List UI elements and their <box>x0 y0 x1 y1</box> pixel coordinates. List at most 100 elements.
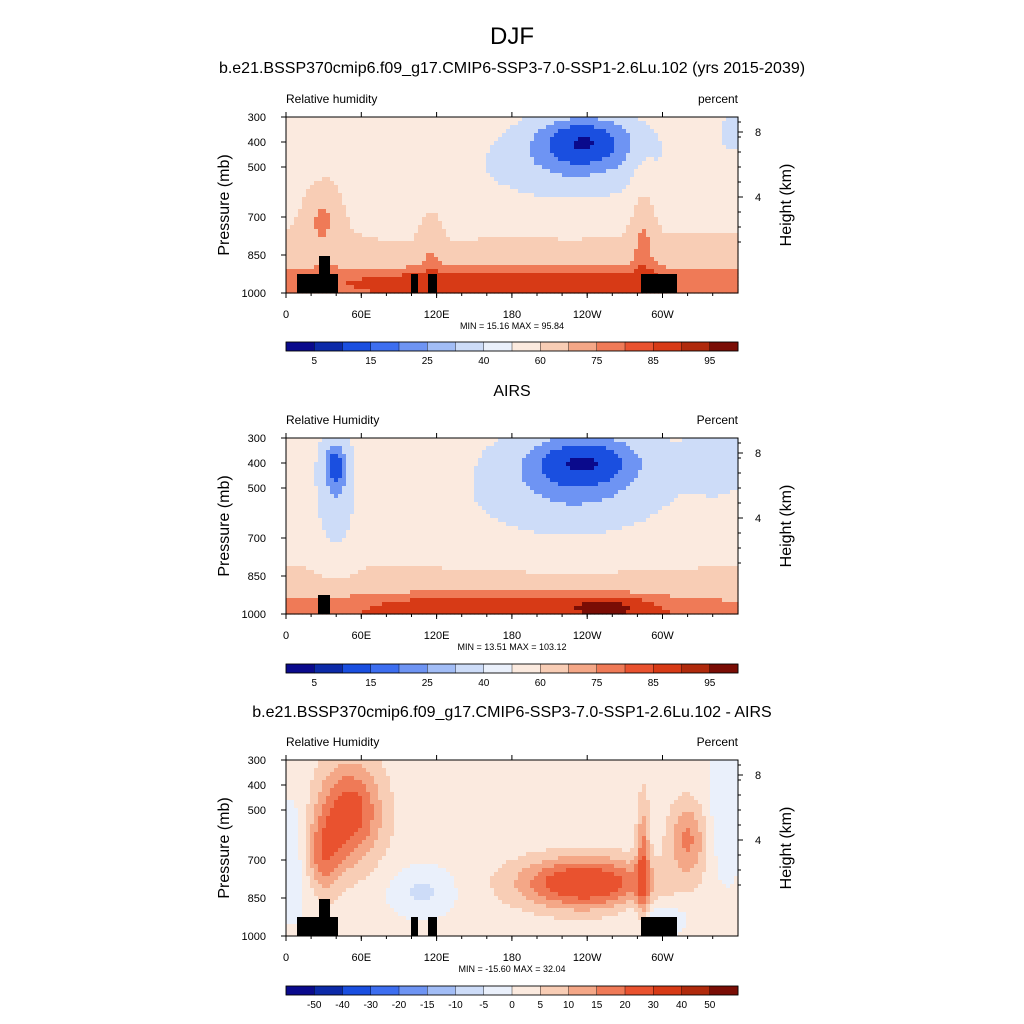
colorbar-swatch <box>483 663 513 674</box>
colorbar-swatch <box>653 341 682 352</box>
colorbar-label: 5 <box>537 1000 543 1011</box>
colorbar-label: 85 <box>648 356 660 367</box>
y-tick-label: 300 <box>248 755 266 767</box>
y-tick-label: 500 <box>248 483 266 495</box>
panel-title: b.e21.BSSP370cmip6.f09_g17.CMIP6-SSP3-7.… <box>252 704 771 721</box>
colorbar-swatch <box>540 985 569 996</box>
contour-field <box>286 117 739 294</box>
topography-mask <box>297 899 677 936</box>
x-tick-label: 180 <box>503 952 521 964</box>
variable-label: Relative Humidity <box>286 735 379 749</box>
colorbar-swatch <box>342 985 372 996</box>
colorbar-swatch <box>483 341 513 352</box>
y-axis-right-label: Height (km) <box>778 164 795 247</box>
colorbar-swatch <box>427 985 456 996</box>
colorbar-swatch <box>370 663 400 674</box>
topography-mask <box>297 256 677 293</box>
y-right-tick-label: 8 <box>755 448 761 460</box>
y-axis-label: Pressure (mb) <box>216 475 233 576</box>
colorbar-swatch <box>398 985 428 996</box>
topography-mask <box>318 595 330 614</box>
min-max-stats: MIN = -15.60 MAX = 32.04 <box>458 964 565 974</box>
x-tick-label: 0 <box>283 309 289 321</box>
colorbar-label: 95 <box>704 678 716 689</box>
colorbar-swatch <box>596 985 626 996</box>
contour-panel-3: b.e21.BSSP370cmip6.f09_g17.CMIP6-SSP3-7.… <box>216 704 795 1011</box>
colorbar-label: 5 <box>311 356 317 367</box>
y-tick-label: 700 <box>248 855 266 867</box>
x-tick-label: 60W <box>651 630 674 642</box>
contour-panel-1: b.e21.BSSP370cmip6.f09_g17.CMIP6-SSP3-7.… <box>216 60 805 367</box>
colorbar-label: 40 <box>478 356 490 367</box>
colorbar-label: -5 <box>479 1000 488 1011</box>
y-tick-label: 850 <box>248 571 266 583</box>
colorbar-swatch <box>681 341 711 352</box>
panel-title: b.e21.BSSP370cmip6.f09_g17.CMIP6-SSP3-7.… <box>219 60 805 77</box>
colorbar-swatch <box>398 663 428 674</box>
min-max-stats: MIN = 13.51 MAX = 103.12 <box>457 642 566 652</box>
colorbar-swatch <box>568 341 598 352</box>
colorbar-swatch <box>709 341 739 352</box>
y-tick-label: 1000 <box>242 609 266 621</box>
y-tick-label: 700 <box>248 533 266 545</box>
colorbar-swatch <box>370 341 400 352</box>
x-tick-label: 60E <box>352 630 372 642</box>
min-max-stats: MIN = 15.16 MAX = 95.84 <box>460 321 564 331</box>
x-tick-label: 120W <box>573 952 602 964</box>
y-tick-label: 400 <box>248 780 266 792</box>
contour-field <box>286 438 739 615</box>
x-tick-label: 180 <box>503 309 521 321</box>
y-right-tick-label: 8 <box>755 127 761 139</box>
colorbar-label: 95 <box>704 356 716 367</box>
colorbar-label: 0 <box>509 1000 515 1011</box>
colorbar-swatch <box>314 663 343 674</box>
y-tick-label: 400 <box>248 458 266 470</box>
colorbar-label: 30 <box>648 1000 660 1011</box>
colorbar-swatch <box>455 341 485 352</box>
colorbar-swatch <box>483 985 513 996</box>
colorbar-swatch <box>596 341 626 352</box>
y-right-tick-label: 4 <box>755 513 761 525</box>
colorbar-label: -15 <box>420 1000 435 1011</box>
colorbar-label: 15 <box>365 678 377 689</box>
colorbar-swatch <box>568 663 598 674</box>
variable-label: Relative Humidity <box>286 413 379 427</box>
y-tick-label: 700 <box>248 212 266 224</box>
units-label: percent <box>698 92 739 106</box>
colorbar-swatch <box>314 985 343 996</box>
x-tick-label: 120E <box>424 309 450 321</box>
x-tick-label: 60E <box>352 952 372 964</box>
x-tick-label: 120E <box>424 630 450 642</box>
colorbar-swatch <box>342 663 372 674</box>
x-tick-label: 60E <box>352 309 372 321</box>
colorbar-label: 20 <box>619 1000 631 1011</box>
y-tick-label: 500 <box>248 162 266 174</box>
colorbar-label: -10 <box>448 1000 463 1011</box>
colorbar-swatch <box>398 341 428 352</box>
y-right-tick-label: 8 <box>755 770 761 782</box>
colorbar-swatch <box>653 985 682 996</box>
y-tick-label: 850 <box>248 250 266 262</box>
colorbar-swatch <box>653 663 682 674</box>
colorbar-swatch <box>455 663 485 674</box>
x-tick-label: 0 <box>283 952 289 964</box>
x-tick-label: 180 <box>503 630 521 642</box>
y-tick-label: 500 <box>248 805 266 817</box>
colorbar-label: 75 <box>591 356 603 367</box>
colorbar-swatch <box>455 985 485 996</box>
y-axis-label: Pressure (mb) <box>216 797 233 898</box>
y-axis-right-label: Height (km) <box>778 807 795 890</box>
colorbar-label: -50 <box>307 1000 322 1011</box>
colorbar-label: 60 <box>535 678 547 689</box>
y-tick-label: 1000 <box>242 931 266 943</box>
units-label: Percent <box>697 735 739 749</box>
page-title: DJF <box>490 23 534 50</box>
x-tick-label: 120W <box>573 630 602 642</box>
colorbar-label: 75 <box>591 678 603 689</box>
colorbar-swatch <box>624 341 654 352</box>
colorbar-label: 40 <box>676 1000 688 1011</box>
colorbar-label: 15 <box>591 1000 603 1011</box>
colorbar-label: 10 <box>563 1000 575 1011</box>
colorbar-swatch <box>511 663 541 674</box>
